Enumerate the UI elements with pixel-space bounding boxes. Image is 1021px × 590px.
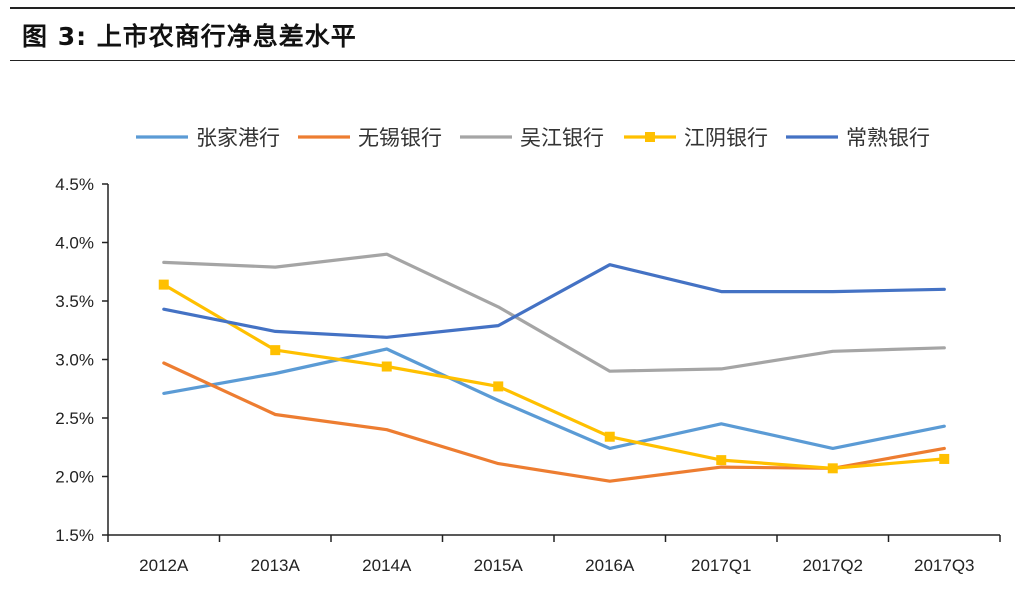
figure-header: 图 3: 上市农商行净息差水平	[0, 0, 1021, 62]
x-tick-label: 2017Q3	[914, 556, 975, 575]
x-tick-label: 2017Q2	[803, 556, 864, 575]
x-tick-label: 2016A	[585, 556, 635, 575]
figure-title: 图 3: 上市农商行净息差水平	[22, 22, 357, 51]
y-tick-label: 4.5%	[55, 175, 94, 194]
series-marker	[827, 463, 838, 474]
top-rule	[10, 7, 1015, 9]
series-line-3	[162, 252, 946, 373]
x-tick-label: 2013A	[251, 556, 301, 575]
legend-label: 张家港行	[196, 126, 280, 150]
y-tick-label: 2.0%	[55, 468, 94, 487]
y-tick-label: 4.0%	[55, 234, 94, 253]
legend-marker	[645, 132, 655, 142]
x-tick-label: 2015A	[474, 556, 524, 575]
series-line-5	[162, 263, 946, 339]
header-rule	[10, 60, 1015, 61]
series-marker	[270, 345, 281, 356]
y-tick-label: 2.5%	[55, 409, 94, 428]
legend-label: 常熟银行	[846, 126, 930, 150]
series-line-2	[162, 361, 946, 483]
x-tick-label: 2017Q1	[691, 556, 752, 575]
series-marker	[158, 279, 169, 290]
legend-label: 无锡银行	[358, 126, 442, 150]
legend-label: 吴江银行	[520, 126, 604, 150]
series-marker	[493, 381, 504, 392]
series-line-1	[162, 347, 946, 450]
series-marker	[381, 361, 392, 372]
y-tick-label: 3.0%	[55, 351, 94, 370]
series-marker	[716, 455, 727, 466]
x-tick-label: 2014A	[362, 556, 412, 575]
y-tick-label: 1.5%	[55, 526, 94, 545]
legend-label: 江阴银行	[684, 126, 768, 150]
y-tick-label: 3.5%	[55, 292, 94, 311]
series-marker	[604, 431, 615, 442]
x-tick-label: 2012A	[139, 556, 189, 575]
series-marker	[939, 453, 950, 464]
series-line-4	[162, 283, 946, 470]
